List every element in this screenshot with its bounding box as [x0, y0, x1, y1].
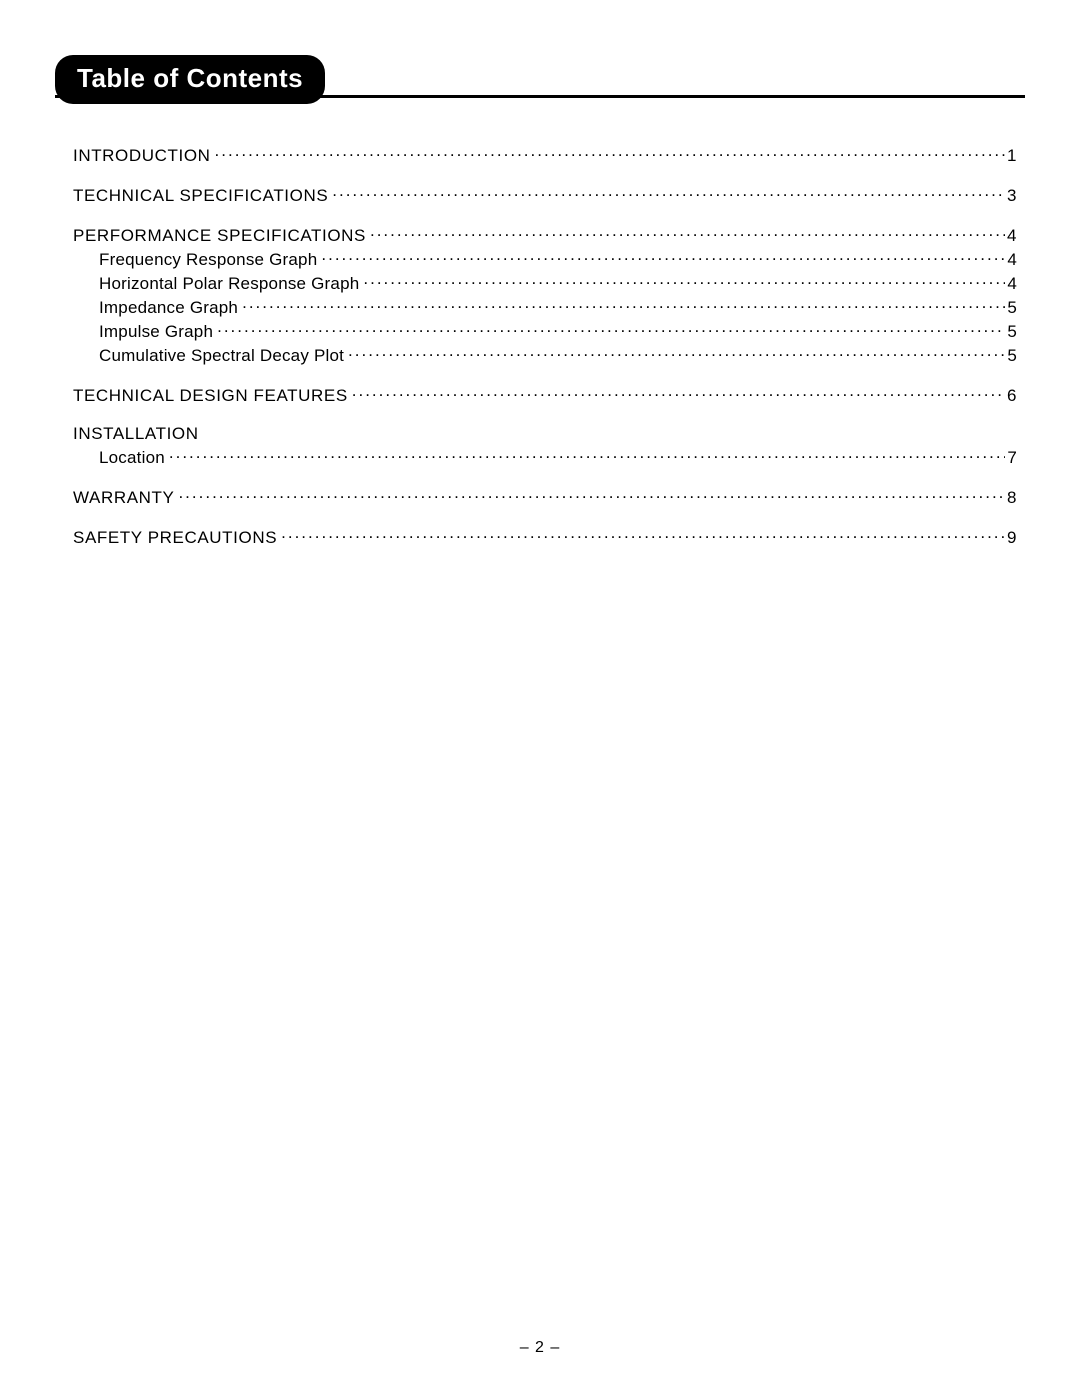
toc-entry-technical-specifications: TECHNICAL SPECIFICATIONS 3: [73, 184, 1017, 206]
toc-leader: [178, 486, 1004, 503]
toc-entry-cumulative-spectral: Cumulative Spectral Decay Plot 5: [99, 344, 1017, 366]
toc-label: Location: [99, 448, 169, 468]
toc-section: TECHNICAL DESIGN FEATURES 6: [73, 384, 1017, 406]
toc-entry-impedance: Impedance Graph 5: [99, 296, 1017, 318]
toc-leader: [217, 320, 1005, 337]
toc-section: INSTALLATION Location 7: [73, 424, 1017, 468]
toc-page: 1: [1005, 146, 1017, 166]
toc-section: SAFETY PRECAUTIONS 9: [73, 526, 1017, 548]
toc-label: INSTALLATION: [73, 424, 203, 444]
toc-leader: [363, 272, 1005, 289]
toc-page: 7: [1005, 448, 1017, 468]
toc-entry-warranty: WARRANTY 8: [73, 486, 1017, 508]
toc-leader: [332, 184, 1005, 201]
toc-leader: [169, 446, 1005, 463]
toc-leader: [348, 344, 1005, 361]
toc-entry-performance-specifications: PERFORMANCE SPECIFICATIONS 4: [73, 224, 1017, 246]
toc-page: 5: [1005, 298, 1017, 318]
header: Table of Contents: [55, 55, 1025, 104]
toc-section: TECHNICAL SPECIFICATIONS 3: [73, 184, 1017, 206]
toc-section: WARRANTY 8: [73, 486, 1017, 508]
toc-subsection-list: Frequency Response Graph 4 Horizontal Po…: [73, 248, 1017, 366]
toc-label: Frequency Response Graph: [99, 250, 321, 270]
toc-entry-technical-design-features: TECHNICAL DESIGN FEATURES 6: [73, 384, 1017, 406]
toc-label: SAFETY PRECAUTIONS: [73, 528, 281, 548]
toc-entry-horizontal-polar: Horizontal Polar Response Graph 4: [99, 272, 1017, 294]
toc-leader: [321, 248, 1005, 265]
toc-section: INTRODUCTION 1: [73, 144, 1017, 166]
toc-leader: [215, 144, 1005, 161]
toc-subsection-list: Location 7: [73, 446, 1017, 468]
toc-page: 9: [1005, 528, 1017, 548]
toc-entry-location: Location 7: [99, 446, 1017, 468]
header-rule: [55, 95, 1025, 98]
toc-page: 8: [1005, 488, 1017, 508]
toc-page: 5: [1005, 322, 1017, 342]
toc-page: 6: [1005, 386, 1017, 406]
toc-entry-safety-precautions: SAFETY PRECAUTIONS 9: [73, 526, 1017, 548]
toc-page: 3: [1005, 186, 1017, 206]
toc-label: Impulse Graph: [99, 322, 217, 342]
toc-label: TECHNICAL DESIGN FEATURES: [73, 386, 352, 406]
toc-entry-installation: INSTALLATION: [73, 424, 1017, 444]
page-number: – 2 –: [0, 1339, 1080, 1357]
toc-entry-frequency-response: Frequency Response Graph 4: [99, 248, 1017, 270]
toc-section: PERFORMANCE SPECIFICATIONS 4 Frequency R…: [73, 224, 1017, 366]
toc-leader: [281, 526, 1005, 543]
toc-label: PERFORMANCE SPECIFICATIONS: [73, 226, 370, 246]
toc-page: 4: [1005, 274, 1017, 294]
toc-page: 4: [1005, 250, 1017, 270]
toc-entry-introduction: INTRODUCTION 1: [73, 144, 1017, 166]
toc-label: INTRODUCTION: [73, 146, 215, 166]
toc-leader: [242, 296, 1005, 313]
toc-label: Impedance Graph: [99, 298, 242, 318]
toc-entry-impulse: Impulse Graph 5: [99, 320, 1017, 342]
toc-leader: [370, 224, 1005, 241]
toc-label: Cumulative Spectral Decay Plot: [99, 346, 348, 366]
toc-label: WARRANTY: [73, 488, 178, 508]
toc-page: 5: [1005, 346, 1017, 366]
toc-label: TECHNICAL SPECIFICATIONS: [73, 186, 332, 206]
toc-label: Horizontal Polar Response Graph: [99, 274, 363, 294]
table-of-contents: INTRODUCTION 1 TECHNICAL SPECIFICATIONS …: [55, 144, 1025, 548]
toc-page: 4: [1005, 226, 1017, 246]
toc-leader: [352, 384, 1005, 401]
